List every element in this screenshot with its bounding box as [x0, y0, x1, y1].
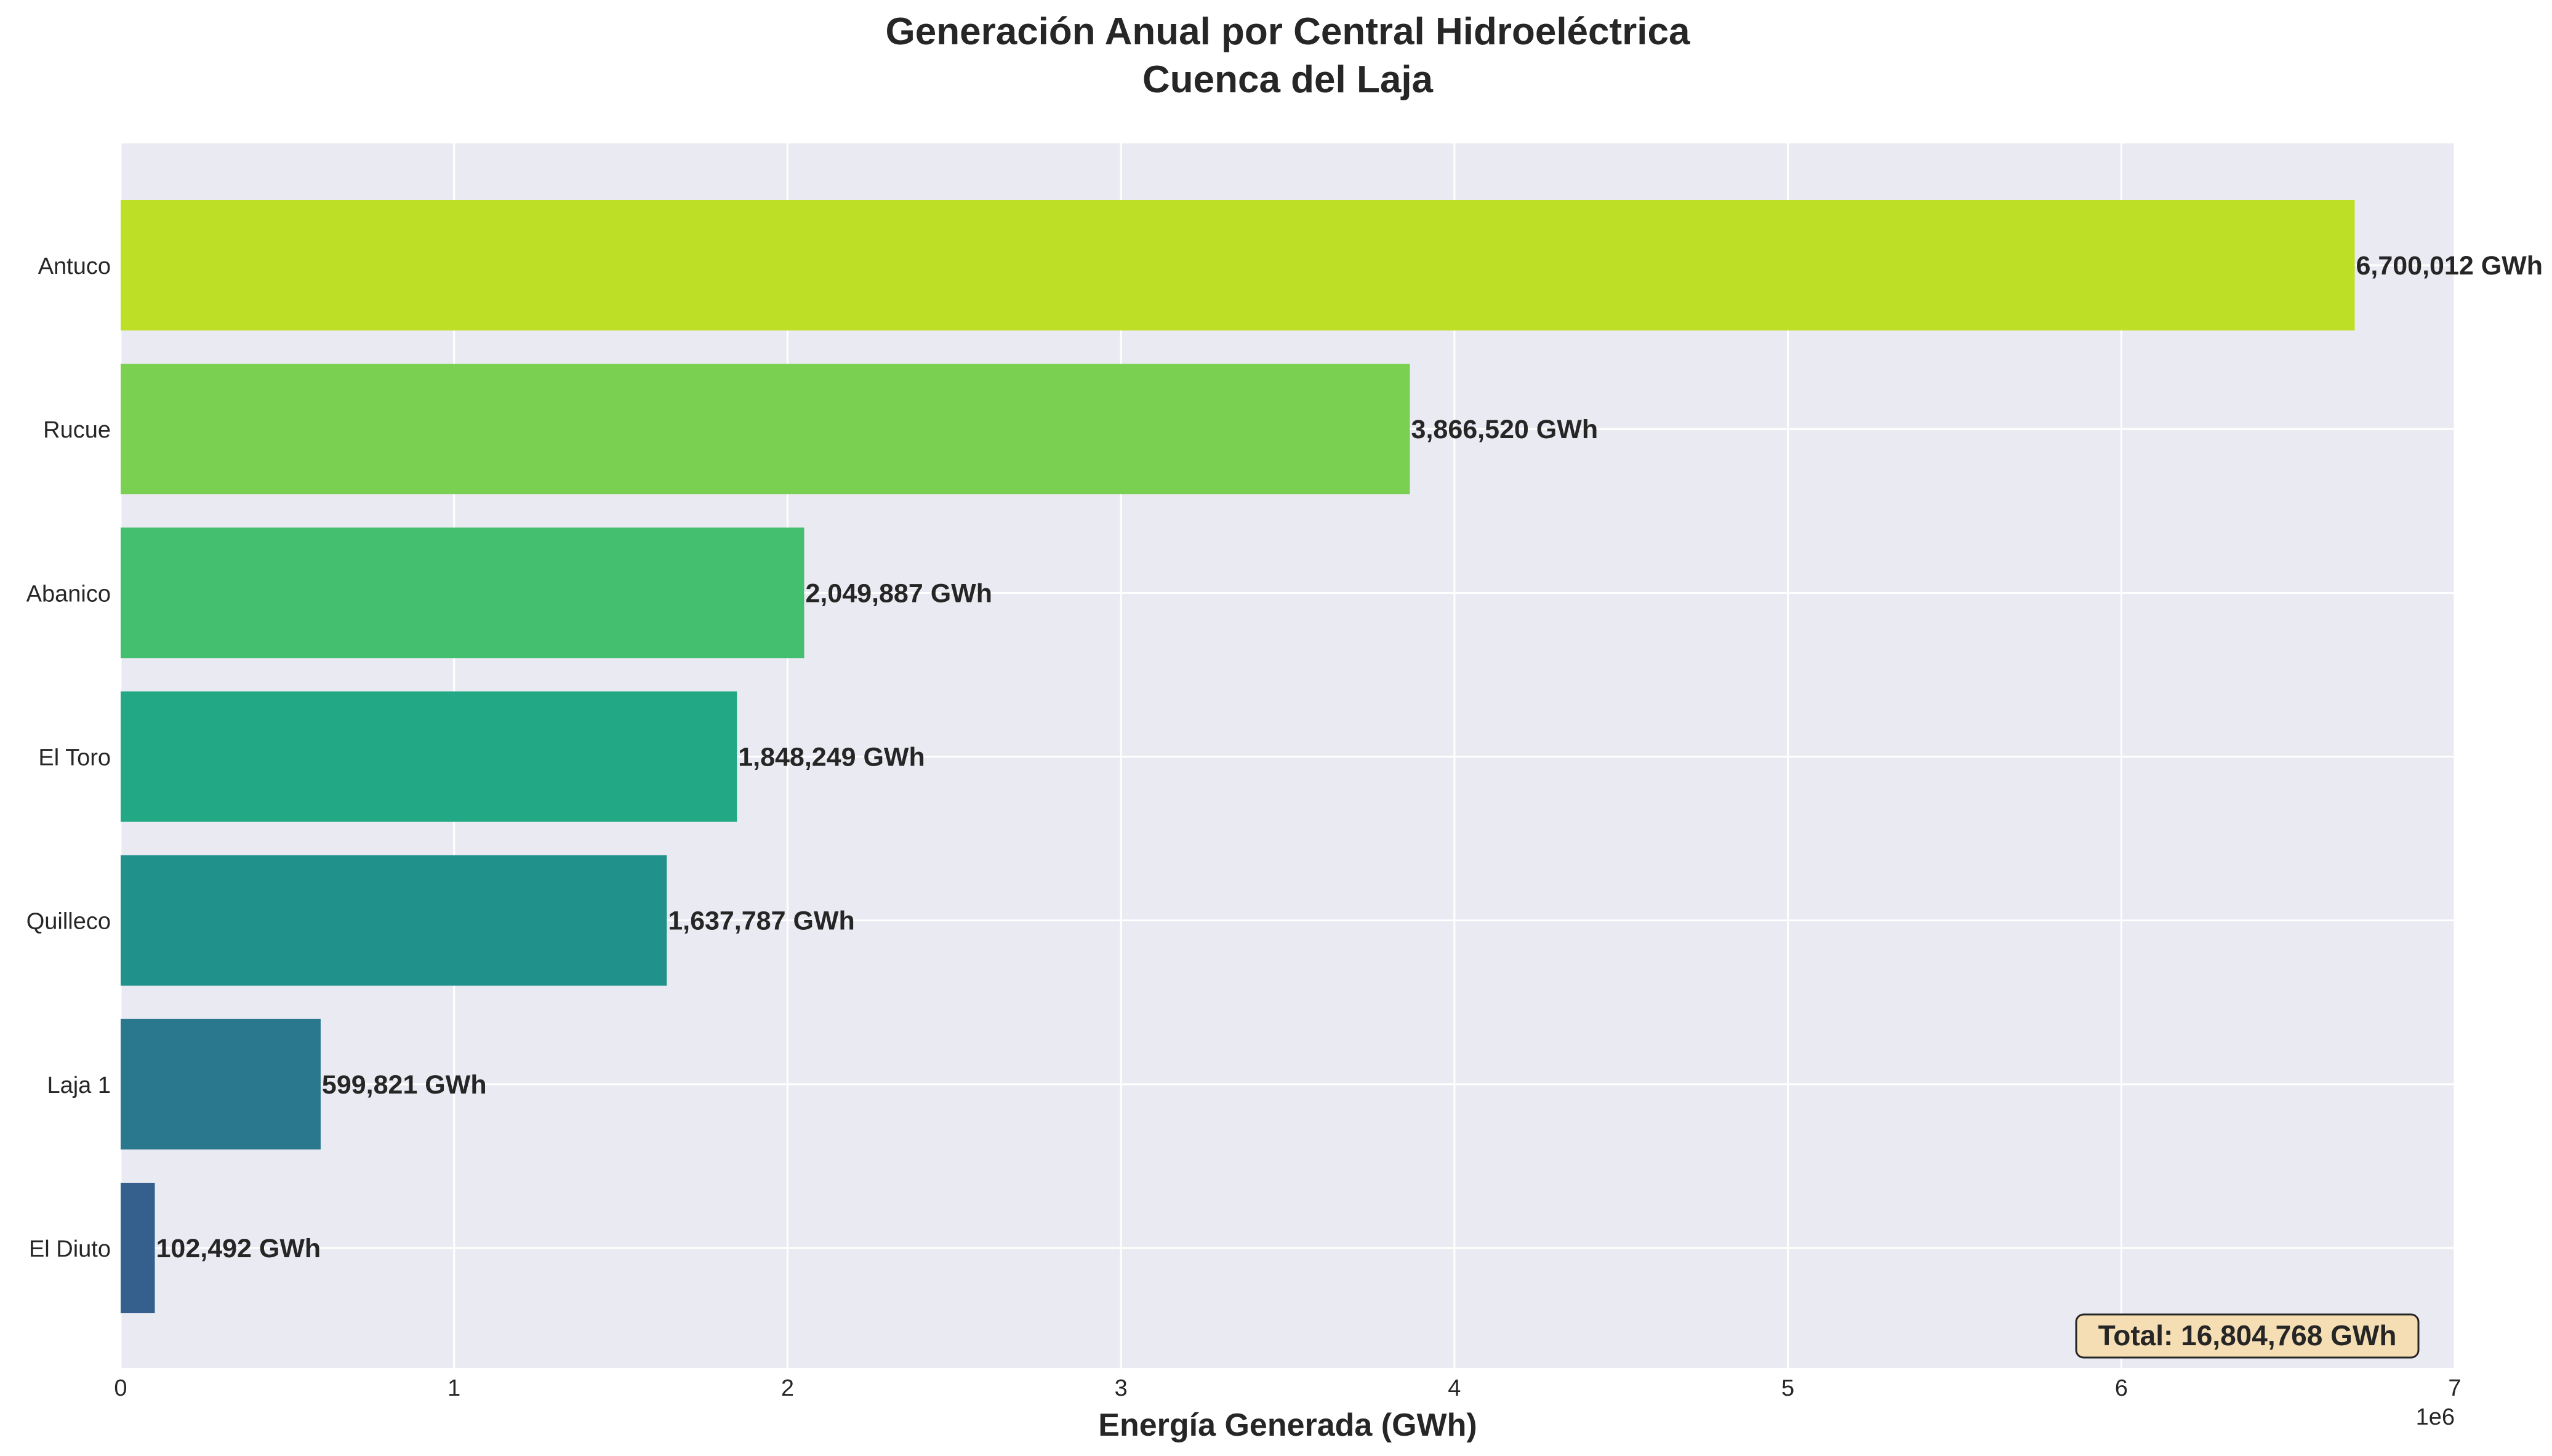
x-axis: 0 1 2 3 4 5 6 7	[114, 1375, 2461, 1401]
x-tick-label: 7	[2448, 1375, 2461, 1401]
y-tick-label: Laja 1	[47, 1073, 111, 1098]
value-label: 2,049,887 GWh	[805, 578, 992, 608]
value-label: 102,492 GWh	[156, 1234, 321, 1263]
y-tick-label: El Diuto	[29, 1236, 111, 1262]
value-label: 3,866,520 GWh	[1411, 415, 1599, 444]
y-tick-label: Quilleco	[26, 909, 111, 935]
value-label: 599,821 GWh	[322, 1070, 487, 1100]
x-tick-label: 6	[2115, 1375, 2128, 1401]
value-label: 1,637,787 GWh	[668, 906, 855, 936]
chart-subtitle: Cuenca del Laja	[1142, 58, 1434, 101]
x-axis-offset-label: 1e6	[2416, 1404, 2455, 1430]
bar-el-diuto	[121, 1183, 155, 1313]
bars	[121, 200, 2355, 1313]
value-label: 6,700,012 GWh	[2356, 251, 2543, 281]
y-tick-label: El Toro	[38, 745, 111, 771]
value-labels: 6,700,012 GWh 3,866,520 GWh 2,049,887 GWh 1…	[156, 251, 2543, 1263]
total-annotation: Total: 16,804,768 GWh	[2075, 1313, 2420, 1359]
total-label: Total: 16,804,768 GWh	[2098, 1319, 2397, 1351]
total-box	[2075, 1313, 2420, 1359]
chart-title: Generación Anual por Central Hidroeléctr…	[886, 10, 1690, 53]
bar-abanico	[121, 527, 805, 658]
x-tick-label: 3	[1115, 1375, 1128, 1401]
y-axis: Antuco Rucue Abanico El Toro Quilleco Laja 1 E…	[26, 254, 111, 1262]
bar-antuco	[121, 200, 2355, 330]
x-tick-label: 2	[781, 1375, 794, 1401]
x-tick-label: 4	[1448, 1375, 1461, 1401]
bar-rucue	[121, 364, 1410, 495]
y-tick-label: Rucue	[43, 417, 111, 443]
x-axis-label: Energía Generada (GWh)	[1098, 1407, 1477, 1443]
x-tick-label: 1	[447, 1375, 460, 1401]
x-tick-label: 0	[114, 1375, 127, 1401]
bar-el-toro	[121, 691, 737, 822]
value-label: 1,848,249 GWh	[738, 743, 925, 772]
x-tick-label: 5	[1781, 1375, 1794, 1401]
y-tick-label: Abanico	[26, 581, 111, 607]
y-tick-label: Antuco	[38, 254, 111, 279]
bar-laja-1	[121, 1018, 321, 1150]
bar-quilleco	[121, 855, 667, 986]
